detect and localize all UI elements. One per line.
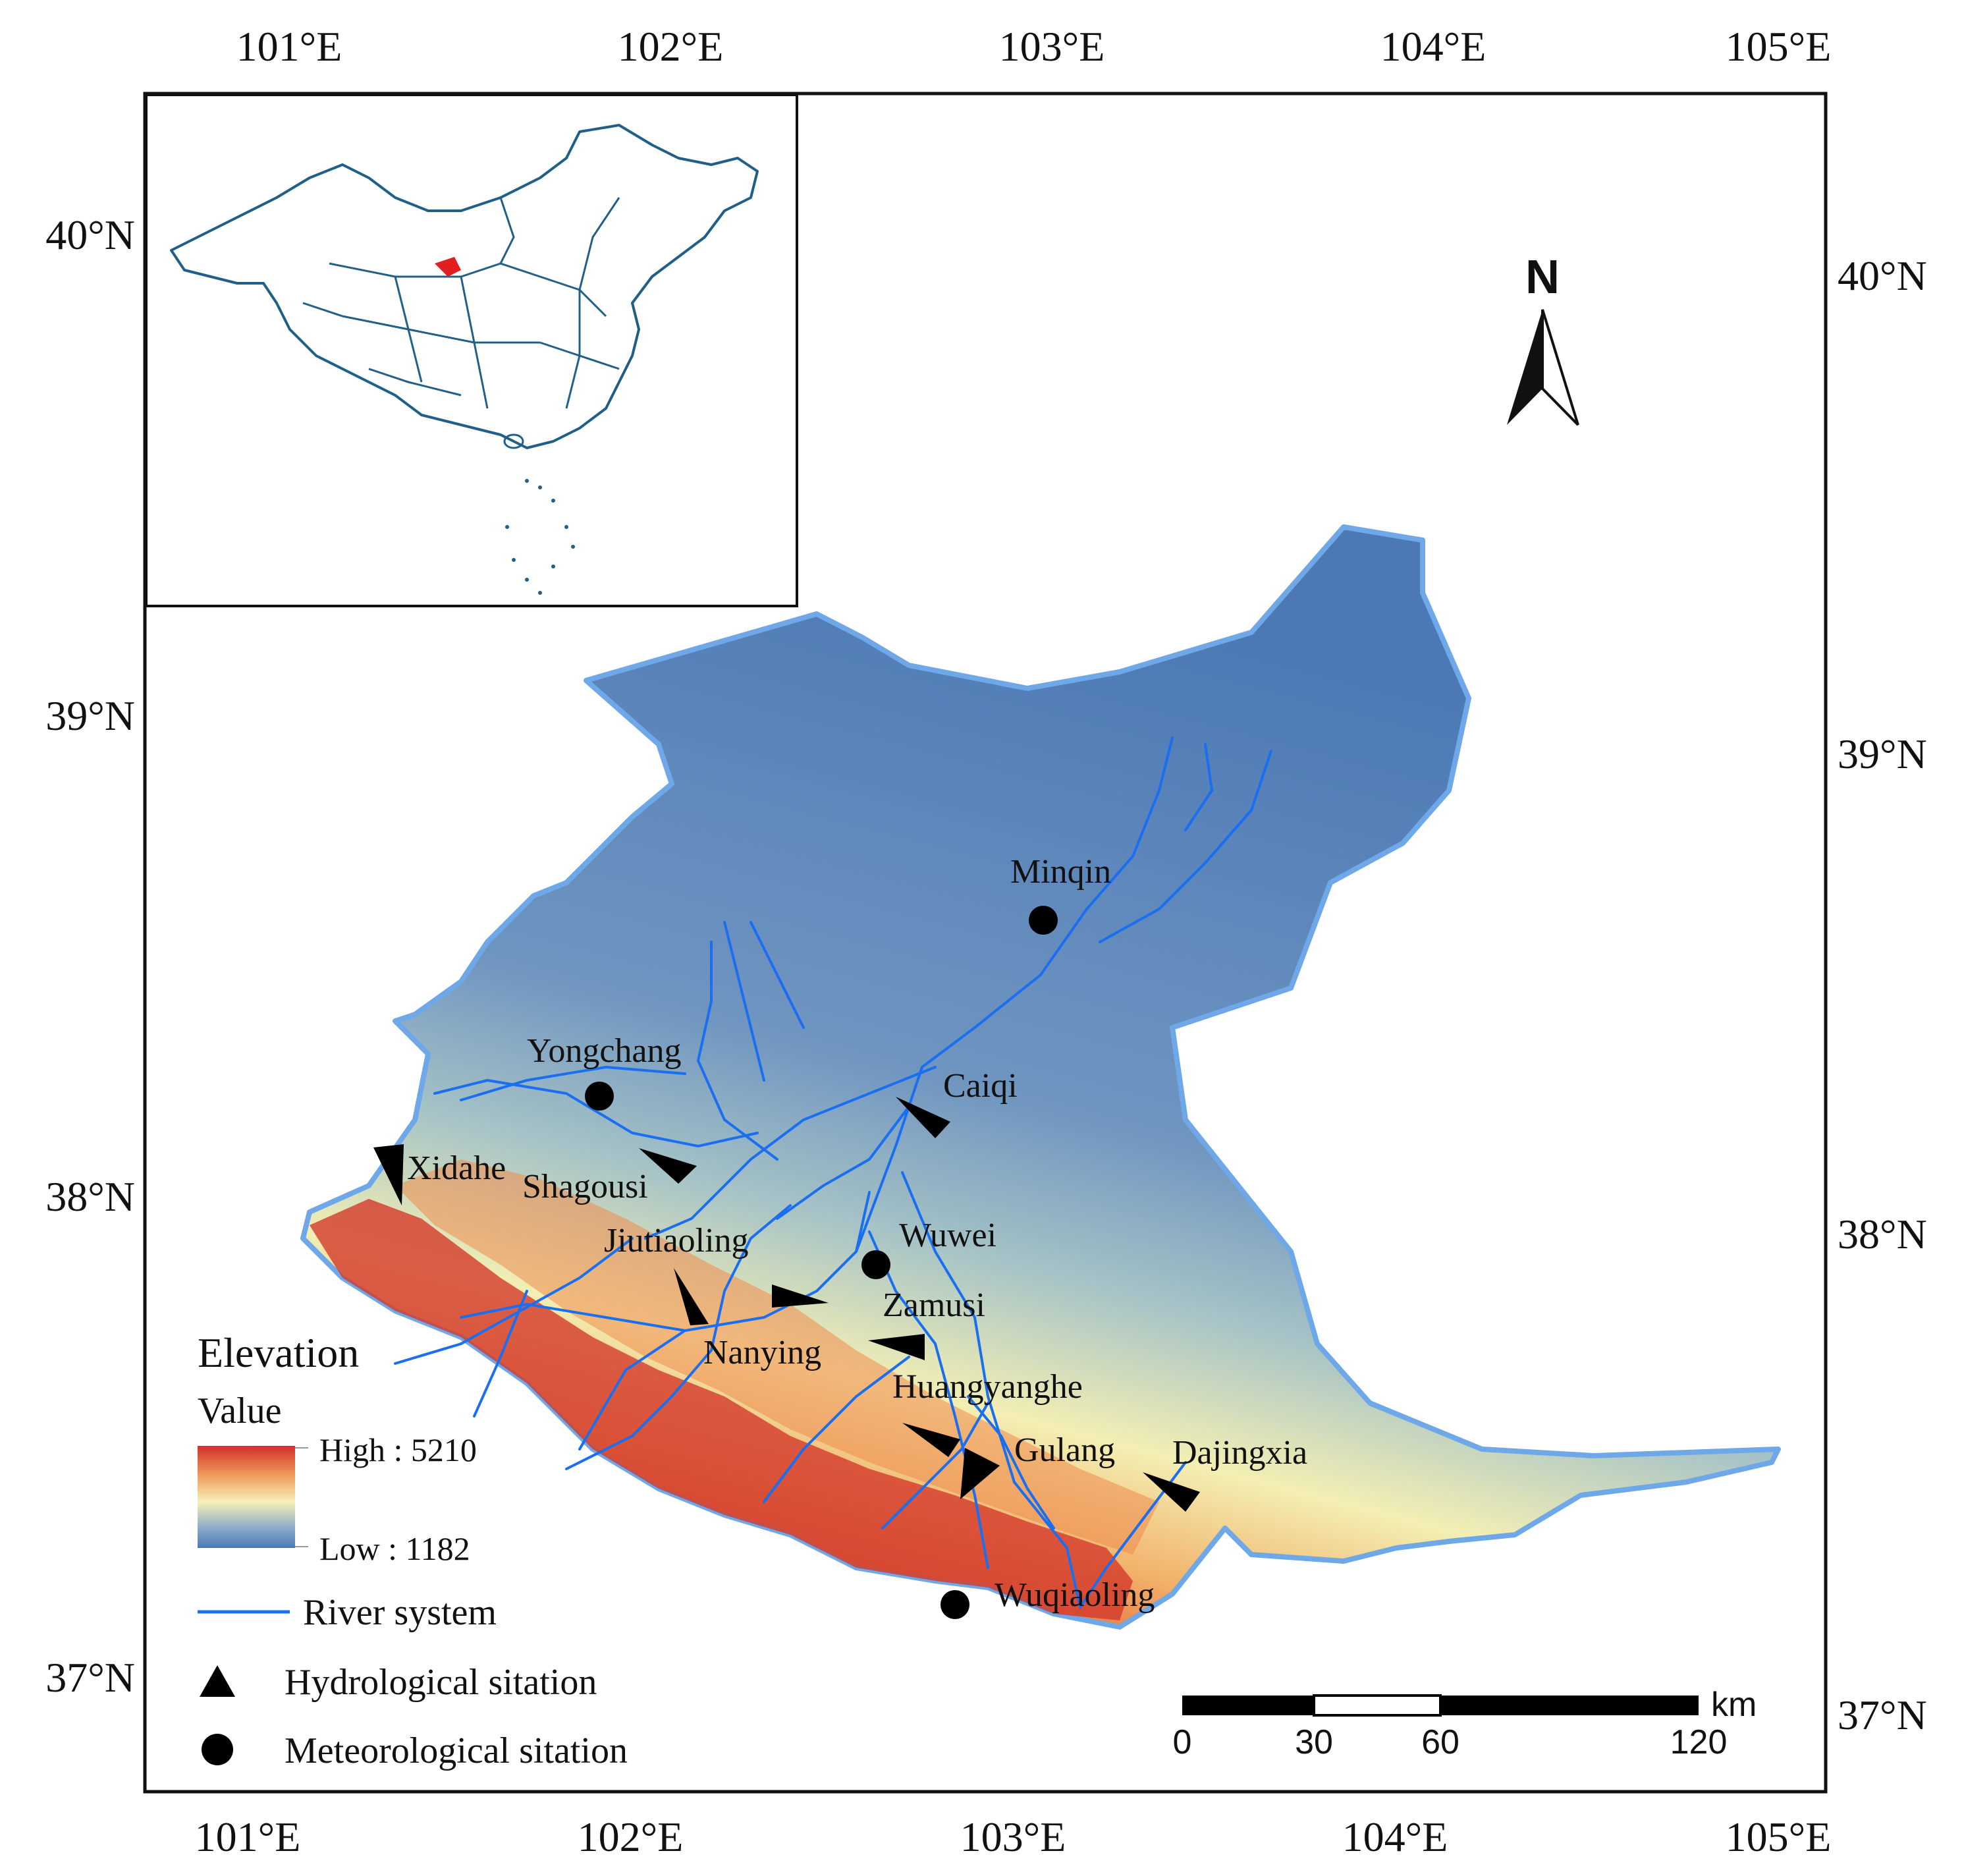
station-wuwei — [861, 1250, 890, 1279]
scale-bar: 0 30 60 120 km — [1173, 1686, 1757, 1761]
station-dajingxia — [1143, 1472, 1200, 1512]
station-xidahe — [373, 1144, 404, 1205]
lon-label-top: 102°E — [618, 23, 724, 70]
station-zamusi — [772, 1284, 829, 1308]
lat-label-left: 40°N — [45, 211, 135, 258]
legend-meteo: Meteorological sitation — [285, 1730, 628, 1771]
scale-unit: km — [1711, 1686, 1757, 1724]
lat-label-right: 40°N — [1838, 252, 1927, 299]
china-outline — [170, 124, 759, 449]
station-gulang — [960, 1448, 1000, 1499]
high-elevation-band — [310, 1199, 1133, 1620]
lon-label-bottom: 104°E — [1342, 1813, 1448, 1860]
north-arrow-icon: N — [1507, 251, 1579, 426]
legend-value-label: Value — [198, 1391, 282, 1431]
label-shagousi: Shagousi — [522, 1168, 648, 1205]
lat-label-left: 39°N — [45, 692, 135, 739]
legend-color-ramp — [198, 1446, 295, 1548]
study-area-marker — [435, 257, 461, 277]
label-wuwei: Wuwei — [899, 1217, 996, 1254]
scale-tick: 30 — [1295, 1723, 1333, 1761]
lat-label-right: 38°N — [1838, 1211, 1927, 1257]
scale-tick: 0 — [1173, 1723, 1192, 1761]
label-xidahe: Xidahe — [407, 1149, 506, 1187]
label-dajingxia: Dajingxia — [1172, 1434, 1307, 1472]
lon-label-bottom: 102°E — [578, 1813, 684, 1860]
legend-high: High : 5210 — [319, 1431, 477, 1468]
lon-label-top: 105°E — [1726, 23, 1832, 70]
legend-title: Elevation — [198, 1329, 359, 1376]
legend-hydro-icon — [200, 1665, 235, 1697]
legend-low: Low : 1182 — [319, 1530, 470, 1567]
label-jiutiaoling: Jiutiaoling — [604, 1222, 749, 1259]
label-caiqi: Caiqi — [943, 1067, 1018, 1105]
legend: Elevation Value High : 5210 Low : 1182 R… — [198, 1329, 628, 1771]
lon-label-top: 103°E — [999, 23, 1105, 70]
hainan-island — [503, 433, 524, 449]
station-huangyanghe — [902, 1423, 960, 1457]
lon-label-top: 104°E — [1380, 23, 1487, 70]
lon-label-bottom: 105°E — [1726, 1813, 1832, 1860]
label-zamusi: Zamusi — [883, 1286, 985, 1324]
china-provinces — [302, 197, 620, 409]
station-wuqiaoling — [941, 1590, 969, 1619]
station-shagousi — [639, 1148, 697, 1184]
south-china-sea-islands — [505, 479, 575, 595]
lon-label-bottom: 101°E — [195, 1813, 301, 1860]
label-nanying: Nanying — [703, 1334, 821, 1371]
inset-map — [145, 94, 798, 607]
lat-label-right: 39°N — [1838, 731, 1927, 777]
station-minqin — [1029, 906, 1058, 935]
legend-river: River system — [303, 1592, 497, 1633]
north-label: N — [1525, 251, 1560, 304]
station-nanying — [868, 1334, 925, 1360]
lon-label-bottom: 103°E — [960, 1813, 1066, 1860]
label-wuqiaoling: Wuqiaoling — [995, 1576, 1155, 1614]
scale-tick: 60 — [1421, 1723, 1459, 1761]
lat-label-left: 38°N — [45, 1173, 135, 1220]
label-minqin: Minqin — [1010, 853, 1111, 891]
legend-hydro: Hydrological sitation — [285, 1662, 597, 1703]
lon-label-top: 101°E — [236, 23, 342, 70]
lat-label-right: 37°N — [1838, 1692, 1927, 1738]
label-huangyanghe: Huangyanghe — [892, 1368, 1083, 1406]
label-yongchang: Yongchang — [527, 1032, 682, 1070]
station-jiutiaoling — [674, 1268, 709, 1325]
station-caiqi — [896, 1097, 950, 1138]
lat-label-left: 37°N — [45, 1654, 135, 1701]
river-network — [394, 736, 1272, 1609]
station-yongchang — [585, 1082, 614, 1111]
label-gulang: Gulang — [1014, 1431, 1115, 1469]
scale-tick: 120 — [1670, 1723, 1728, 1761]
legend-meteo-icon — [202, 1734, 233, 1765]
